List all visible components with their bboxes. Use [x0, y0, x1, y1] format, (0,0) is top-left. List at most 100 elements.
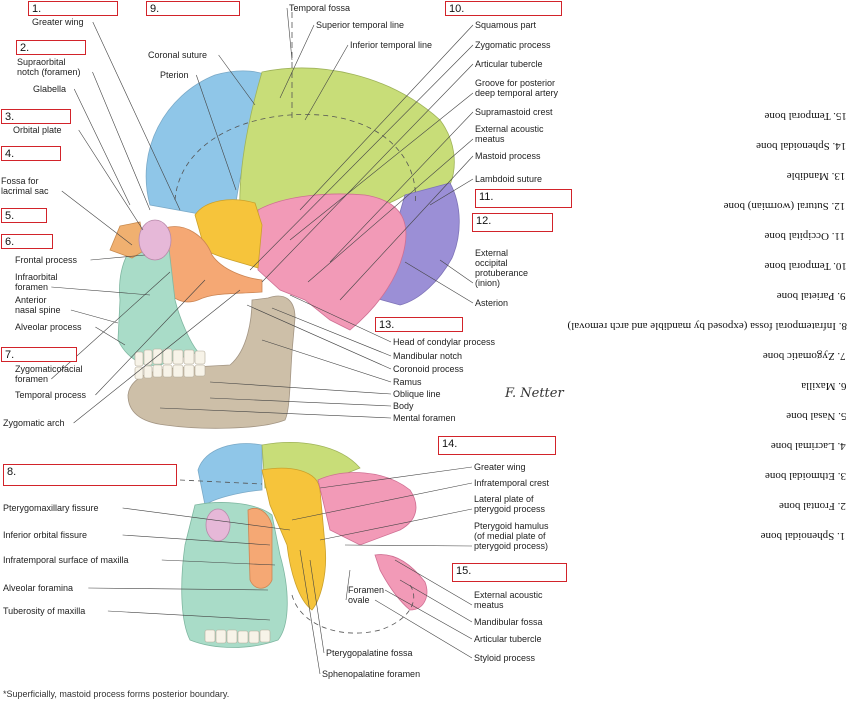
- leader-line: [122, 534, 271, 546]
- leader-line: [319, 466, 473, 489]
- answer-key-item-11: 11. Occipital bone: [764, 230, 846, 242]
- leader-line: [319, 508, 473, 541]
- label-anterior: Anterior: [15, 295, 47, 305]
- label-tuberosity-of-maxilla: Tuberosity of maxilla: [3, 606, 86, 616]
- label-mandibular-fossa: Mandibular fossa: [474, 617, 543, 627]
- label-deep-temporal-artery: deep temporal artery: [475, 88, 559, 98]
- label-external-acoustic: External acoustic: [475, 124, 544, 134]
- leader-line: [107, 610, 271, 621]
- leader-line: [289, 92, 474, 241]
- label-notch-foramen: notch (foramen): [17, 67, 81, 77]
- leader-line: [399, 579, 473, 623]
- answer-box-8[interactable]: 8.: [3, 464, 177, 486]
- leader-line: [439, 259, 474, 284]
- leader-line: [196, 74, 237, 191]
- infratemporal-dash: [179, 479, 415, 634]
- label-pterygopalatine-fossa: Pterygopalatine fossa: [326, 648, 413, 658]
- label-zygomatic-arch: Zygomatic arch: [3, 418, 65, 428]
- answer-box-10[interactable]: 10.: [445, 1, 562, 16]
- leader-line: [88, 587, 269, 591]
- label-greater-wing: Greater wing: [32, 17, 84, 27]
- label-frontal-process: Frontal process: [15, 255, 78, 265]
- answer-box-11[interactable]: 11.: [475, 189, 572, 208]
- leader-line: [209, 397, 392, 407]
- label-oblique-line: Oblique line: [393, 389, 441, 399]
- temporal-acoustic-lower: [374, 554, 428, 611]
- answer-key-item-1: 1. Sphenoidal bone: [760, 530, 846, 542]
- answer-box-15[interactable]: 15.: [452, 563, 567, 582]
- answer-box-2[interactable]: 2.: [16, 40, 86, 55]
- answer-key-item-15: 15. Temporal bone: [764, 110, 847, 122]
- label-pterygoid-process: pterygoid process: [474, 504, 546, 514]
- label-nasal-spine: nasal spine: [15, 305, 61, 315]
- answer-key-item-7: 7. Zygomatic bone: [762, 350, 846, 362]
- leader-line: [73, 88, 131, 206]
- answer-key-item-4: 4. Lacrimal bone: [770, 440, 846, 452]
- label-ovale: ovale: [348, 595, 370, 605]
- label-groove-for-posterior: Groove for posterior: [475, 78, 556, 88]
- label-pterion: Pterion: [160, 70, 189, 80]
- label-inferior-orbital-fissure: Inferior orbital fissure: [3, 530, 88, 540]
- label-coronal-suture: Coronal suture: [148, 50, 208, 60]
- leader-line: [261, 63, 474, 283]
- leader-line: [279, 24, 315, 99]
- answer-box-7[interactable]: 7.: [1, 347, 77, 362]
- leader-line: [249, 44, 474, 271]
- label-asterion: Asterion: [475, 298, 509, 308]
- answer-key-item-6: 6. Maxilla: [801, 380, 847, 392]
- leader-line: [209, 381, 392, 395]
- leader-line: [90, 254, 146, 261]
- temporal-bone-lower: [317, 472, 417, 546]
- leader-line: [304, 44, 349, 121]
- label-inion: (inion): [475, 278, 501, 288]
- label-external-acoustic: External acoustic: [474, 590, 543, 600]
- occipital-bone: [374, 182, 460, 306]
- leader-line: [70, 309, 119, 324]
- leader-line: [261, 339, 392, 383]
- leader-line: [161, 559, 276, 566]
- leader-line: [299, 549, 321, 675]
- label-foramen: foramen: [15, 374, 49, 384]
- leader-line: [374, 599, 473, 659]
- label-zygomaticofacial: Zygomaticofacial: [15, 364, 83, 374]
- label-articular-tubercle: Articular tubercle: [474, 634, 542, 644]
- label-head-of-condylar-process: Head of condylar process: [393, 337, 496, 347]
- label-meatus: meatus: [475, 134, 505, 144]
- leader-line: [61, 190, 133, 246]
- answer-box-12[interactable]: 12.: [472, 213, 553, 232]
- label-styloid-process: Styloid process: [474, 653, 536, 663]
- answer-box-13[interactable]: 13.: [375, 317, 463, 332]
- answer-box-6[interactable]: 6.: [1, 234, 53, 249]
- leader-line: [78, 129, 144, 231]
- leader-line: [339, 155, 474, 301]
- answer-box-1[interactable]: 1.: [28, 1, 118, 16]
- orbit: [138, 219, 172, 261]
- leader-line: [394, 559, 473, 606]
- answer-box-5[interactable]: 5.: [1, 208, 47, 223]
- label-supramastoid-crest: Supramastoid crest: [475, 107, 553, 117]
- label-ramus: Ramus: [393, 377, 422, 387]
- label-squamous-part: Squamous part: [475, 20, 537, 30]
- infratemporal-skull: [179, 442, 428, 648]
- answer-key-item-9: 9. Parietal bone: [776, 290, 846, 302]
- label-lacrimal-sac: lacrimal sac: [1, 186, 49, 196]
- answer-key-item-12: 12. Sutural (wormian) bone: [723, 200, 846, 212]
- nasal-bone: [109, 221, 146, 259]
- leader-line: [159, 407, 392, 419]
- label-mandibular-notch: Mandibular notch: [393, 351, 463, 361]
- artist-signature: F. Netter: [505, 386, 564, 401]
- answer-key-item-14: 14. Sphenoidal bone: [756, 140, 847, 152]
- leader-line: [429, 178, 474, 206]
- answer-box-14[interactable]: 14.: [438, 436, 556, 455]
- label-zygomatic-process: Zygomatic process: [475, 40, 551, 50]
- leader-line: [329, 111, 474, 263]
- label-sphenopalatine-foramen: Sphenopalatine foramen: [322, 669, 421, 679]
- answer-box-9[interactable]: 9.: [146, 1, 240, 16]
- label-alveolar-process: Alveolar process: [15, 322, 82, 332]
- label-alveolar-foramina: Alveolar foramina: [3, 583, 74, 593]
- leader-line: [309, 559, 325, 654]
- leader-line: [271, 307, 392, 357]
- orbit-lower: [205, 508, 231, 542]
- answer-box-3[interactable]: 3.: [1, 109, 71, 124]
- answer-box-4[interactable]: 4.: [1, 146, 61, 161]
